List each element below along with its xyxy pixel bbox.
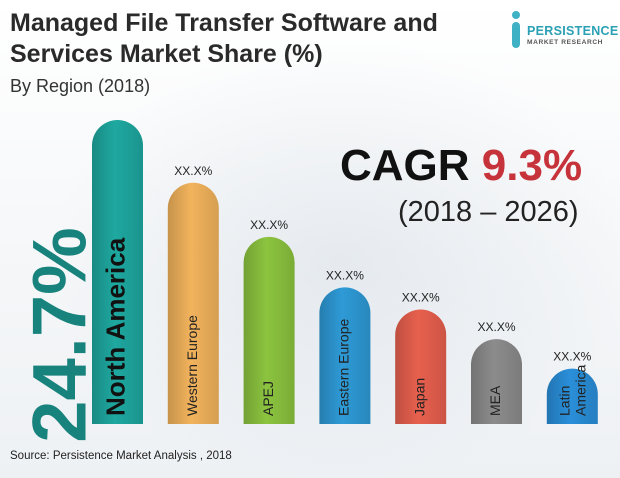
cagr-label: CAGR bbox=[340, 141, 470, 190]
category-label-western-europe: Western Europe bbox=[184, 315, 200, 416]
bar-apej bbox=[243, 236, 295, 424]
value-label-japan: XX.X% bbox=[402, 291, 440, 305]
logo-name: PERSISTENCE bbox=[527, 24, 619, 38]
logo-subtext: MARKET RESEARCH bbox=[527, 39, 604, 46]
category-label-mea: MEA bbox=[487, 385, 503, 416]
bar-north-america bbox=[92, 120, 143, 425]
category-label-japan: Japan bbox=[411, 378, 427, 416]
category-label-latin-america: LatinAmerica bbox=[556, 364, 588, 416]
bar-japan bbox=[395, 309, 447, 424]
chart-title: Managed File Transfer Software and Servi… bbox=[10, 9, 438, 68]
cagr-callout: CAGR 9.3% bbox=[340, 141, 582, 191]
brand-logo: PERSISTENCE MARKET RESEARCH bbox=[505, 6, 618, 66]
category-label-north-america: North America bbox=[100, 237, 130, 416]
category-label-apej: APEJ bbox=[260, 381, 276, 416]
logo-mark-icon bbox=[512, 11, 520, 48]
chart-subtitle: By Region (2018) bbox=[10, 76, 151, 96]
bar-mea bbox=[471, 339, 522, 424]
bar-eastern-europe bbox=[319, 287, 371, 424]
category-label-eastern-europe: Eastern Europe bbox=[336, 319, 352, 416]
source-note: Source: Persistence Market Analysis , 20… bbox=[10, 450, 232, 462]
value-label-mea: XX.X% bbox=[477, 320, 515, 334]
value-label-latin-america: XX.X% bbox=[553, 350, 591, 364]
value-label-western-europe: XX.X% bbox=[174, 164, 212, 178]
bar-western-europe bbox=[167, 182, 219, 424]
value-label-apej: XX.X% bbox=[250, 218, 288, 232]
cagr-period: (2018 – 2026) bbox=[398, 196, 579, 228]
cagr-value: 9.3% bbox=[481, 141, 583, 190]
value-label-eastern-europe: XX.X% bbox=[326, 268, 364, 282]
bar-latin-america bbox=[546, 368, 598, 424]
